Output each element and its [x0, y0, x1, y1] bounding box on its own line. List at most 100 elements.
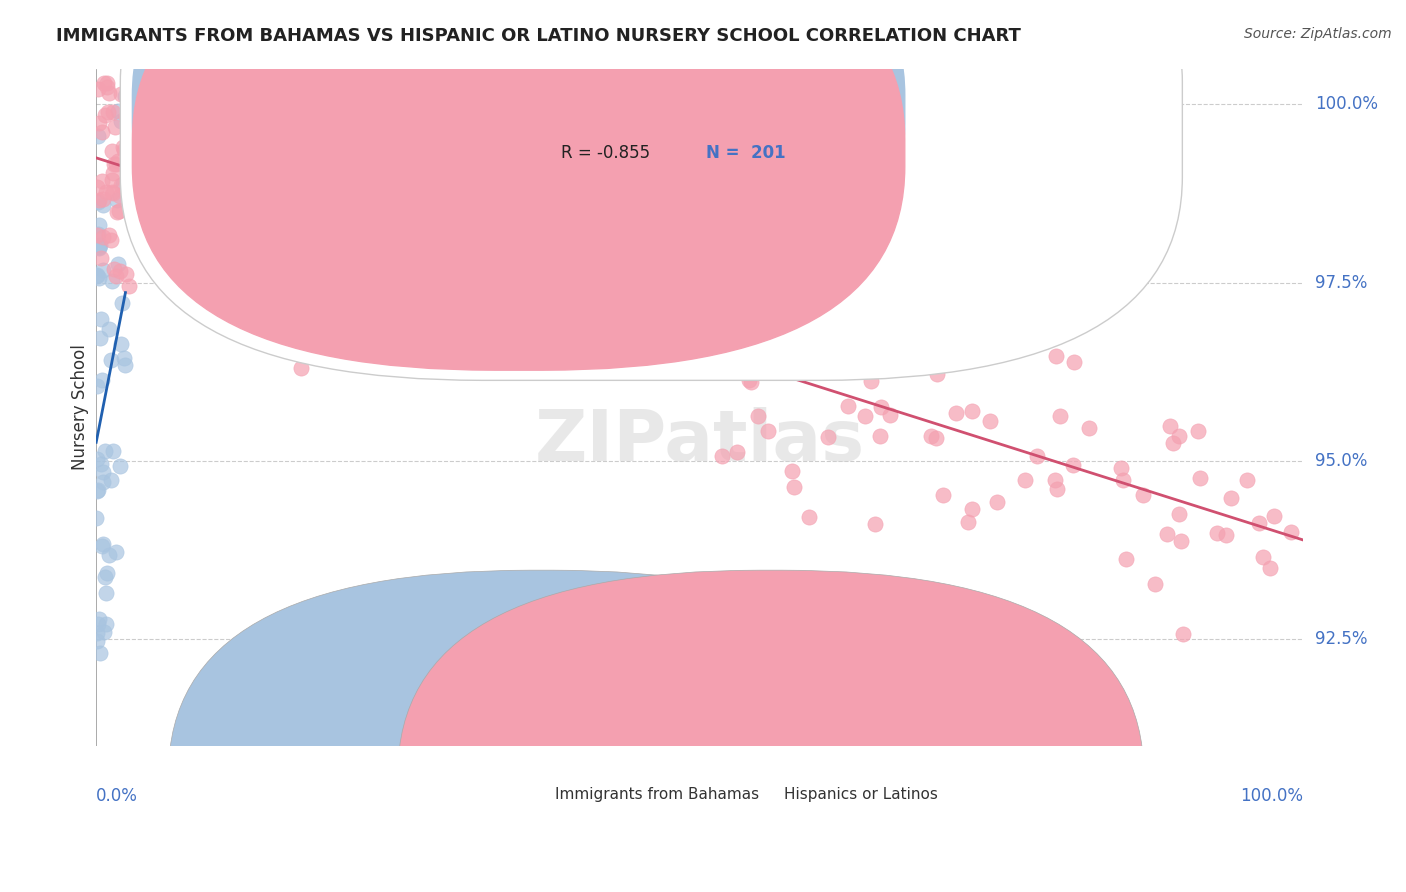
Point [96, 76, 118, 90]
Point [101, 186, 124, 201]
Point [94, 616, 117, 631]
Point [783, 480, 806, 494]
Point [94, 444, 117, 458]
Point [91, 198, 114, 212]
Point [519, 343, 541, 357]
FancyBboxPatch shape [121, 0, 1182, 380]
Point [869, 429, 891, 443]
Point [1205, 526, 1227, 541]
Point [245, 226, 267, 240]
Point [91, 465, 114, 479]
Point [377, 211, 399, 226]
Point [740, 375, 762, 389]
Point [863, 516, 886, 531]
Point [150, 201, 173, 215]
Point [98, 548, 121, 562]
Text: 97.5%: 97.5% [1315, 274, 1368, 292]
Point [184, 204, 207, 219]
Point [257, 218, 280, 232]
Text: 95.0%: 95.0% [1315, 452, 1368, 470]
Point [134, 238, 156, 252]
Point [727, 445, 749, 459]
Point [89, 238, 111, 252]
Point [90, 125, 112, 139]
Point [799, 510, 821, 524]
Point [927, 368, 949, 382]
Point [219, 177, 242, 191]
Point [860, 375, 883, 389]
Point [1220, 491, 1243, 505]
Point [321, 240, 343, 254]
Point [93, 76, 115, 90]
Point [96, 566, 118, 581]
Point [114, 89, 136, 103]
Point [91, 229, 114, 244]
Point [932, 342, 955, 356]
Point [89, 116, 111, 130]
Point [107, 154, 129, 169]
Point [560, 202, 582, 217]
Point [827, 309, 849, 323]
Text: IMMIGRANTS FROM BAHAMAS VS HISPANIC OR LATINO NURSERY SCHOOL CORRELATION CHART: IMMIGRANTS FROM BAHAMAS VS HISPANIC OR L… [56, 27, 1021, 45]
Point [280, 152, 302, 166]
Point [283, 230, 305, 244]
Point [98, 322, 121, 336]
Point [208, 310, 231, 325]
Point [100, 145, 122, 159]
Point [110, 336, 132, 351]
Point [153, 87, 176, 102]
Point [94, 185, 117, 199]
Point [817, 430, 839, 444]
Point [1014, 473, 1036, 487]
Point [1063, 355, 1085, 369]
Point [90, 539, 112, 553]
Point [91, 475, 114, 489]
Point [770, 321, 793, 335]
Point [478, 365, 501, 379]
Point [1045, 349, 1067, 363]
Point [87, 241, 110, 255]
Point [945, 406, 967, 420]
Point [125, 155, 148, 169]
Point [114, 110, 136, 124]
Point [1112, 473, 1135, 487]
Point [1045, 482, 1067, 496]
Point [342, 187, 364, 202]
Text: R = -0.855: R = -0.855 [561, 145, 650, 162]
Point [869, 400, 891, 414]
Point [194, 230, 217, 244]
Point [1045, 473, 1067, 487]
Point [957, 515, 980, 529]
FancyBboxPatch shape [169, 570, 914, 892]
Text: 100.0%: 100.0% [1240, 787, 1303, 805]
Point [208, 286, 231, 301]
Point [86, 483, 108, 498]
Point [94, 108, 117, 122]
Point [128, 86, 150, 100]
Point [298, 203, 321, 218]
Point [198, 164, 221, 178]
Point [886, 325, 908, 339]
Point [97, 86, 120, 100]
Point [222, 94, 245, 108]
Point [112, 178, 135, 192]
Point [879, 409, 901, 423]
Point [188, 189, 211, 203]
Text: Immigrants from Bahamas: Immigrants from Bahamas [555, 787, 759, 802]
Point [87, 218, 110, 232]
Point [187, 137, 209, 152]
Point [90, 373, 112, 387]
Point [371, 243, 394, 257]
Point [86, 268, 108, 282]
Point [679, 302, 702, 317]
FancyBboxPatch shape [398, 570, 1143, 892]
Point [91, 537, 114, 551]
Point [690, 285, 713, 300]
Point [724, 318, 747, 333]
Point [197, 231, 219, 245]
Point [97, 104, 120, 119]
Point [254, 227, 277, 241]
Point [290, 360, 312, 375]
Point [89, 612, 111, 626]
Point [114, 358, 136, 372]
